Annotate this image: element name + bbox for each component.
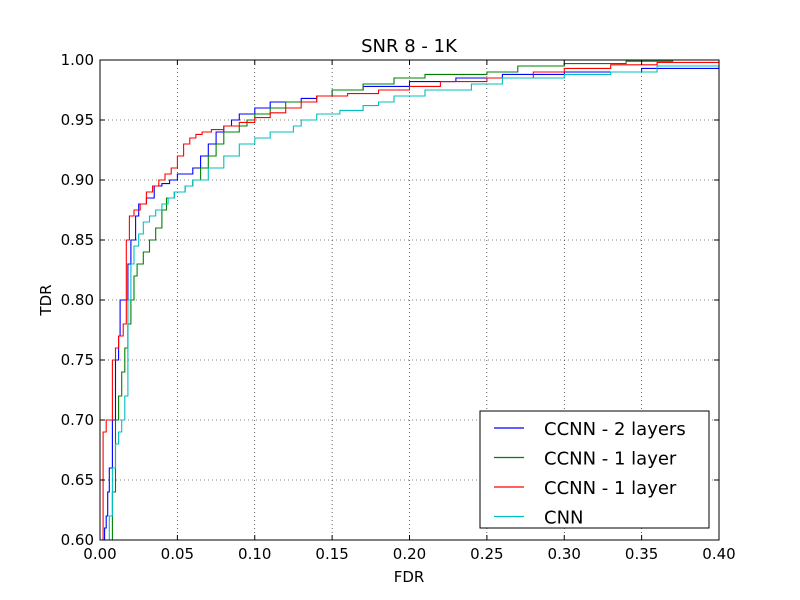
legend-label: CNN (544, 508, 584, 529)
y-tick-label: 1.00 (61, 51, 94, 69)
x-tick-label: 0.10 (238, 545, 271, 563)
x-tick-label: 0.35 (625, 545, 658, 563)
series-line-4 (107, 65, 719, 540)
y-tick-label: 0.70 (61, 411, 94, 429)
legend-label: CCNN - 2 layers (544, 419, 686, 440)
y-tick-label: 0.75 (61, 351, 94, 369)
chart-title: SNR 8 - 1K (361, 36, 458, 57)
ticks: 0.00 0.05 0.10 0.15 0.20 0.25 0.30 0.35 0.40 0.60… (61, 51, 736, 563)
y-tick-label: 0.90 (61, 171, 94, 189)
y-tick-label: 0.80 (61, 291, 94, 309)
series-line-3 (101, 61, 719, 540)
x-axis-label: FDR (394, 568, 425, 586)
series-layer (101, 60, 719, 540)
legend-label: CCNN - 1 layer (544, 478, 677, 499)
y-tick-label: 0.95 (61, 111, 94, 129)
x-tick-label: 0.05 (161, 545, 194, 563)
legend: CCNN - 2 layers CCNN - 1 layer CCNN - 1 la… (479, 410, 710, 529)
y-tick-label: 0.60 (61, 531, 94, 549)
x-tick-label: 0.20 (393, 545, 426, 563)
y-tick-label: 0.85 (61, 231, 94, 249)
legend-label: CCNN - 1 layer (544, 449, 677, 470)
x-tick-label: 0.40 (702, 545, 735, 563)
y-tick-label: 0.65 (61, 471, 94, 489)
y-axis-label: TDR (37, 284, 55, 316)
x-tick-label: 0.00 (83, 545, 116, 563)
x-tick-label: 0.25 (470, 545, 503, 563)
x-tick-label: 0.30 (548, 545, 581, 563)
legend-box (479, 410, 710, 529)
x-tick-label: 0.15 (315, 545, 348, 563)
